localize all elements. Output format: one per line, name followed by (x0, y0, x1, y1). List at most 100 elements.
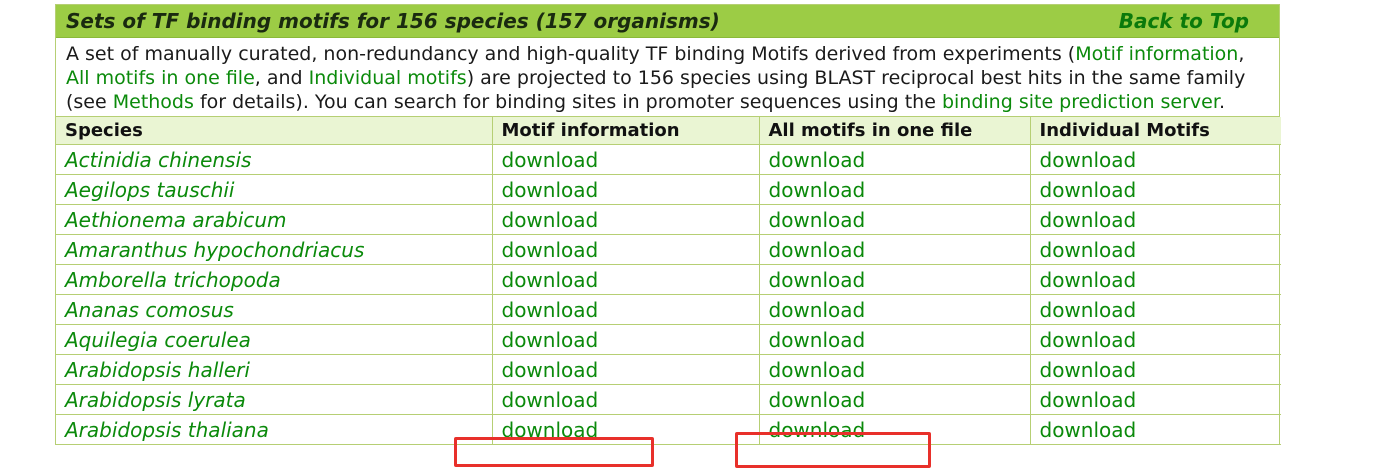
intro-text: ) are projected to 156 species using BLA… (66, 67, 1246, 113)
motif-information-download-link[interactable]: download (501, 207, 599, 232)
individual-motifs-cell: download (1030, 414, 1281, 445)
individual-motifs-download-link[interactable]: download (1039, 267, 1137, 292)
table-row: Ananas comosus download download download (56, 294, 1281, 325)
motif-information-download-link[interactable]: download (501, 387, 599, 412)
individual-motifs-download-link[interactable]: download (1039, 207, 1137, 232)
individual-motifs-cell: download (1030, 204, 1281, 235)
motif-sets-panel: Sets of TF binding motifs for 156 specie… (55, 4, 1281, 445)
motif-information-cell: download (492, 144, 760, 175)
individual-motifs-cell: download (1030, 264, 1281, 295)
motif-information-cell: download (492, 294, 760, 325)
species-link[interactable]: Aethionema arabicum (65, 207, 287, 232)
species-link[interactable]: Amaranthus hypochondriacus (65, 237, 365, 262)
all-motifs-link[interactable]: All motifs in one file (66, 67, 255, 89)
individual-motifs-download-link[interactable]: download (1039, 387, 1137, 412)
individual-motifs-cell: download (1030, 324, 1281, 355)
binding-site-server-link[interactable]: binding site prediction server (941, 91, 1219, 113)
motif-information-download-link[interactable]: download (501, 267, 599, 292)
species-cell: Arabidopsis halleri (56, 354, 493, 385)
table-row: Actinidia chinensis download download downl… (56, 144, 1281, 175)
motif-information-cell: download (492, 234, 760, 265)
table-row: Arabidopsis halleri download download downl… (56, 354, 1281, 385)
species-cell: Actinidia chinensis (56, 144, 493, 175)
intro-text: for details). You can search for binding… (193, 91, 942, 113)
individual-motifs-download-link[interactable]: download (1039, 237, 1137, 262)
motif-information-download-link[interactable]: download (501, 357, 599, 382)
species-link[interactable]: Arabidopsis halleri (65, 357, 250, 382)
motif-information-cell: download (492, 204, 760, 235)
species-link[interactable]: Actinidia chinensis (65, 147, 252, 172)
motif-information-cell: download (492, 354, 760, 385)
species-cell: Ananas comosus (56, 294, 493, 325)
all-motifs-download-link[interactable]: download (768, 357, 866, 382)
individual-motifs-cell: download (1030, 384, 1281, 415)
motif-information-download-link[interactable]: download (501, 147, 599, 172)
species-cell: Arabidopsis lyrata (56, 384, 493, 415)
motif-information-download-link[interactable]: download (501, 327, 599, 352)
individual-motifs-download-link[interactable]: download (1039, 177, 1137, 202)
species-cell: Aegilops tauschii (56, 174, 493, 205)
intro-text: , and (254, 67, 309, 89)
individual-motifs-cell: download (1030, 144, 1281, 175)
table-header-row: Species Motif information All motifs in … (56, 117, 1281, 145)
species-link[interactable]: Ananas comosus (65, 297, 234, 322)
section-header: Sets of TF binding motifs for 156 specie… (56, 5, 1279, 38)
all-motifs-download-link[interactable]: download (768, 267, 866, 292)
all-motifs-cell: download (759, 384, 1031, 415)
species-link[interactable]: Aquilegia coerulea (65, 327, 251, 352)
species-cell: Arabidopsis thaliana (56, 414, 493, 445)
column-header-all-motifs: All motifs in one file (759, 117, 1031, 145)
species-cell: Aethionema arabicum (56, 204, 493, 235)
intro-text: , (1238, 43, 1245, 65)
table-row: Aethionema arabicum download download downl… (56, 204, 1281, 235)
motif-information-download-link[interactable]: download (501, 297, 599, 322)
all-motifs-cell: download (759, 354, 1031, 385)
table-body: Actinidia chinensis download download downl… (56, 144, 1281, 445)
all-motifs-download-link[interactable]: download (768, 147, 866, 172)
individual-motifs-download-link[interactable]: download (1039, 357, 1137, 382)
individual-motifs-download-link[interactable]: download (1039, 327, 1137, 352)
motif-information-download-link[interactable]: download (501, 237, 599, 262)
intro-text: A set of manually curated, non-redundanc… (66, 43, 1076, 65)
individual-motifs-download-link[interactable]: download (1039, 147, 1137, 172)
motif-information-download-link[interactable]: download (501, 177, 599, 202)
all-motifs-cell: download (759, 204, 1031, 235)
section-title: Sets of TF binding motifs for 156 specie… (66, 9, 720, 33)
all-motifs-download-link[interactable]: download (768, 297, 866, 322)
species-link[interactable]: Amborella trichopoda (65, 267, 281, 292)
individual-motifs-cell: download (1030, 294, 1281, 325)
all-motifs-cell: download (759, 414, 1031, 445)
all-motifs-download-link[interactable]: download (768, 327, 866, 352)
motif-information-download-link[interactable]: download (501, 417, 599, 442)
motif-information-link[interactable]: Motif information (1075, 43, 1239, 65)
species-link[interactable]: Arabidopsis lyrata (65, 387, 246, 412)
methods-link[interactable]: Methods (112, 91, 194, 113)
motif-information-cell: download (492, 264, 760, 295)
all-motifs-download-link[interactable]: download (768, 237, 866, 262)
table-row: Aegilops tauschii download download downloa… (56, 174, 1281, 205)
intro-text: . (1218, 91, 1225, 113)
all-motifs-download-link[interactable]: download (768, 207, 866, 232)
individual-motifs-cell: download (1030, 354, 1281, 385)
all-motifs-download-link[interactable]: download (768, 387, 866, 412)
all-motifs-download-link[interactable]: download (768, 417, 866, 442)
column-header-motif-information: Motif information (492, 117, 760, 145)
table-row: Arabidopsis thaliana download download down… (56, 414, 1281, 445)
motif-table: Species Motif information All motifs in … (56, 117, 1281, 445)
species-link[interactable]: Aegilops tauschii (65, 177, 235, 202)
individual-motifs-download-link[interactable]: download (1039, 297, 1137, 322)
table-row: Amborella trichopoda download download down… (56, 264, 1281, 295)
all-motifs-cell: download (759, 234, 1031, 265)
species-cell: Amaranthus hypochondriacus (56, 234, 493, 265)
individual-motifs-cell: download (1030, 174, 1281, 205)
individual-motifs-link[interactable]: Individual motifs (308, 67, 467, 89)
individual-motifs-cell: download (1030, 234, 1281, 265)
table-row: Aquilegia coerulea download download downlo… (56, 324, 1281, 355)
column-header-individual-motifs: Individual Motifs (1030, 117, 1281, 145)
species-link[interactable]: Arabidopsis thaliana (65, 417, 269, 442)
all-motifs-download-link[interactable]: download (768, 177, 866, 202)
individual-motifs-download-link[interactable]: download (1039, 417, 1137, 442)
all-motifs-cell: download (759, 294, 1031, 325)
back-to-top-link[interactable]: Back to Top (1118, 9, 1249, 33)
species-cell: Aquilegia coerulea (56, 324, 493, 355)
